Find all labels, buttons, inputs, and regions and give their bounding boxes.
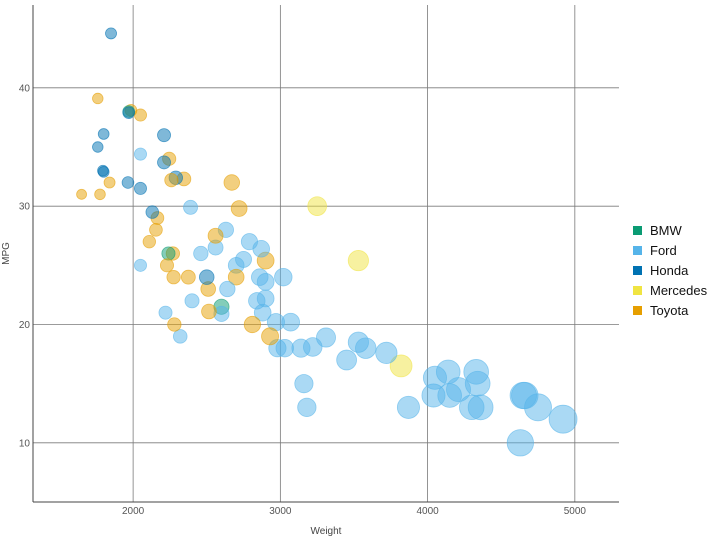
data-point-toyota — [166, 270, 181, 285]
legend-item-toyota: Toyota — [633, 300, 707, 320]
legend-label: Toyota — [650, 302, 689, 318]
data-point-honda — [157, 128, 171, 143]
legend-item-honda: Honda — [633, 260, 707, 280]
data-point-toyota — [94, 188, 106, 201]
data-point-toyota — [164, 173, 179, 188]
data-point-ford — [248, 292, 266, 310]
y-tick-label: 20 — [19, 320, 31, 331]
x-tick-label: 5000 — [564, 506, 587, 517]
data-point-ford — [184, 293, 200, 309]
legend-label: Mercedes — [650, 282, 708, 298]
data-point-toyota — [230, 200, 248, 217]
data-point-honda — [145, 205, 159, 219]
data-point-ford — [421, 383, 446, 408]
data-point-ford — [375, 341, 398, 364]
data-point-toyota — [76, 188, 87, 200]
legend-item-mercedes: Mercedes — [633, 280, 707, 300]
data-point-toyota — [261, 327, 279, 346]
data-point-honda — [121, 176, 135, 189]
data-point-mercedes — [347, 250, 369, 272]
data-point-toyota — [243, 315, 261, 334]
legend-swatch — [633, 285, 642, 295]
y-axis-title: MPG — [1, 242, 12, 265]
data-point-ford — [509, 381, 537, 410]
data-point-toyota — [180, 269, 196, 285]
data-point-mercedes — [307, 196, 327, 216]
data-point-toyota — [227, 268, 245, 286]
data-point-toyota — [149, 223, 163, 237]
legend-swatch — [633, 305, 642, 315]
data-point-toyota — [159, 258, 174, 273]
data-point-ford — [183, 199, 198, 215]
data-point-toyota — [142, 235, 156, 249]
data-point-toyota — [167, 317, 182, 332]
data-point-ford — [459, 394, 485, 421]
data-point-ford — [347, 331, 369, 353]
data-point-ford — [251, 268, 269, 286]
data-point-toyota — [223, 174, 240, 191]
data-point-ford — [240, 233, 258, 251]
legend-item-ford: Ford — [633, 240, 707, 260]
data-point-toyota — [103, 176, 116, 189]
data-points — [76, 27, 578, 457]
data-point-ford — [193, 245, 209, 262]
data-point-honda — [97, 128, 110, 140]
data-point-honda — [133, 181, 147, 195]
data-point-honda — [97, 164, 109, 177]
legend-swatch — [633, 245, 642, 255]
data-point-honda — [157, 155, 171, 170]
data-point-ford — [297, 397, 317, 417]
data-point-ford — [396, 395, 420, 419]
data-point-mercedes — [389, 354, 413, 378]
y-tick-label: 40 — [19, 83, 31, 94]
legend-label: BMW — [650, 222, 682, 238]
data-point-ford — [219, 280, 236, 298]
data-point-honda — [92, 141, 104, 153]
legend-swatch — [633, 225, 642, 235]
data-point-toyota — [201, 303, 217, 320]
x-axis-title: Weight — [311, 526, 342, 537]
data-point-honda — [198, 269, 215, 285]
data-point-ford — [548, 404, 578, 434]
data-point-ford — [291, 338, 311, 358]
data-point-ford — [133, 258, 147, 272]
data-point-ford — [133, 147, 147, 161]
y-tick-label: 30 — [19, 202, 31, 213]
data-point-honda — [122, 106, 135, 119]
tick-labels: 2000 3000 4000 5000 10 20 30 40 — [19, 83, 587, 517]
data-point-ford — [463, 359, 489, 385]
legend-label: Honda — [650, 262, 689, 278]
x-tick-label: 3000 — [269, 506, 292, 517]
data-point-ford — [336, 349, 357, 371]
y-tick-label: 10 — [19, 438, 31, 449]
legend-item-bmw: BMW — [633, 220, 707, 240]
legend-label: Ford — [650, 242, 677, 258]
data-point-ford — [158, 305, 173, 320]
x-tick-label: 4000 — [416, 506, 439, 517]
data-point-toyota — [207, 227, 224, 244]
axes — [32, 5, 619, 503]
data-point-bmw — [161, 246, 176, 261]
data-point-ford — [294, 374, 314, 394]
data-point-ford — [274, 267, 293, 287]
data-point-ford — [172, 329, 188, 344]
grid — [33, 5, 619, 502]
data-point-toyota — [92, 92, 104, 105]
legend-swatch — [633, 265, 642, 275]
x-tick-label: 2000 — [122, 506, 145, 517]
data-point-honda — [105, 27, 117, 40]
legend: BMW Ford Honda Mercedes Toyota — [633, 220, 707, 320]
data-point-ford — [506, 429, 534, 457]
